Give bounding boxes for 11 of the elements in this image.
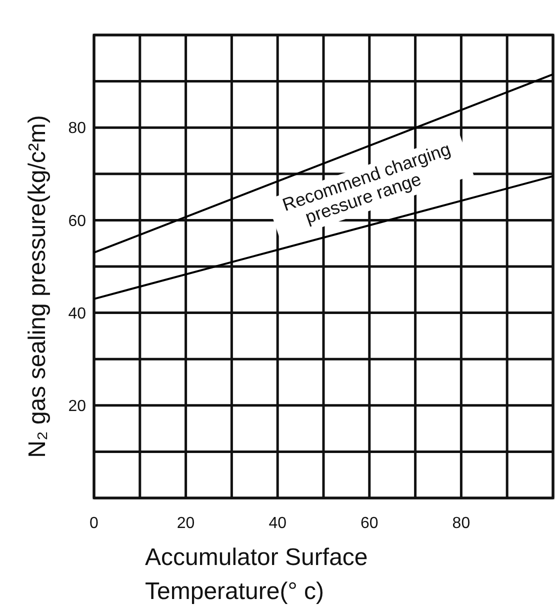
y-tick-label: 80 (68, 120, 86, 138)
x-tick-label: 80 (452, 515, 470, 532)
x-tick-label: 60 (360, 515, 378, 532)
y-tick-label: 40 (68, 305, 86, 322)
x-tick-label: 20 (176, 515, 195, 532)
y-tick-label: 20 (68, 398, 86, 415)
x-axis-title: Accumulator Surface Temperature(° c) (145, 544, 368, 605)
x-tick-label: 0 (90, 515, 99, 532)
y-tick-label: 60 (68, 212, 86, 230)
x-tick-label: 40 (268, 515, 287, 532)
y-axis-title: N₂ gas sealing pressure(kg/c²m) (24, 115, 51, 458)
